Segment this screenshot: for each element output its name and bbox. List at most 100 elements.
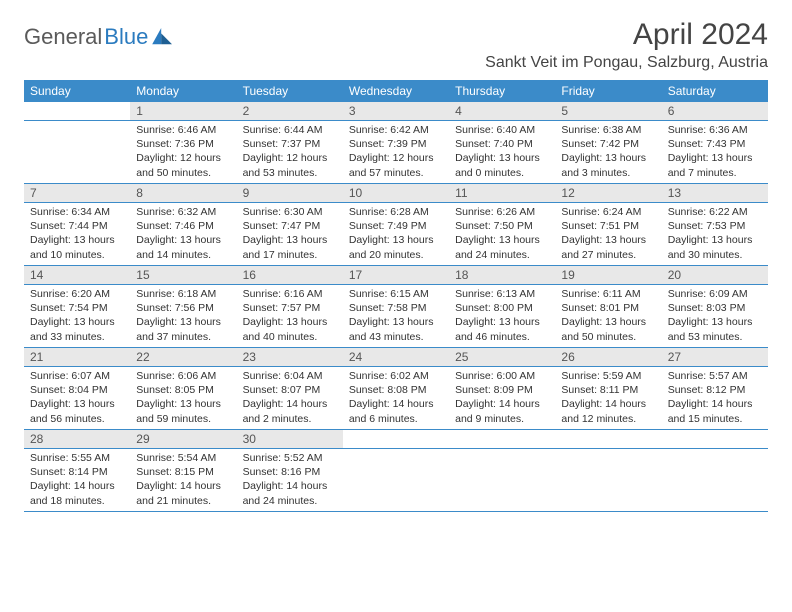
- daylight-text: and 15 minutes.: [668, 412, 762, 426]
- sunset-text: Sunset: 8:07 PM: [243, 383, 337, 397]
- daylight-text: and 20 minutes.: [349, 248, 443, 262]
- day-number: [449, 430, 555, 448]
- daylight-text: Daylight: 14 hours: [561, 397, 655, 411]
- sunrise-text: Sunrise: 6:30 AM: [243, 205, 337, 219]
- sunrise-text: Sunrise: 6:06 AM: [136, 369, 230, 383]
- day-cell: Sunrise: 5:55 AMSunset: 8:14 PMDaylight:…: [24, 449, 130, 511]
- daynum-row: 282930: [24, 430, 768, 449]
- sunrise-text: Sunrise: 6:40 AM: [455, 123, 549, 137]
- sunset-text: Sunset: 7:56 PM: [136, 301, 230, 315]
- day-number: 12: [555, 184, 661, 202]
- sunset-text: Sunset: 8:00 PM: [455, 301, 549, 315]
- day-cell: Sunrise: 6:46 AMSunset: 7:36 PMDaylight:…: [130, 121, 236, 183]
- sunset-text: Sunset: 8:12 PM: [668, 383, 762, 397]
- calendar-page: General Blue April 2024 Sankt Veit im Po…: [0, 0, 792, 522]
- sunrise-text: Sunrise: 6:46 AM: [136, 123, 230, 137]
- day-cell: Sunrise: 6:32 AMSunset: 7:46 PMDaylight:…: [130, 203, 236, 265]
- day-number: 2: [237, 102, 343, 120]
- logo: General Blue: [24, 24, 174, 50]
- weekday-header-row: Sunday Monday Tuesday Wednesday Thursday…: [24, 80, 768, 102]
- daylight-text: Daylight: 13 hours: [668, 233, 762, 247]
- daynum-row: 21222324252627: [24, 348, 768, 367]
- week-separator: [24, 512, 768, 513]
- sunset-text: Sunset: 7:36 PM: [136, 137, 230, 151]
- day-number: 10: [343, 184, 449, 202]
- daylight-text: and 18 minutes.: [30, 494, 124, 508]
- day-cell: Sunrise: 6:26 AMSunset: 7:50 PMDaylight:…: [449, 203, 555, 265]
- day-cell: Sunrise: 6:24 AMSunset: 7:51 PMDaylight:…: [555, 203, 661, 265]
- day-cell: Sunrise: 5:52 AMSunset: 8:16 PMDaylight:…: [237, 449, 343, 511]
- sunrise-text: Sunrise: 5:57 AM: [668, 369, 762, 383]
- daylight-text: Daylight: 14 hours: [668, 397, 762, 411]
- day-cell: Sunrise: 6:07 AMSunset: 8:04 PMDaylight:…: [24, 367, 130, 429]
- sunrise-text: Sunrise: 5:59 AM: [561, 369, 655, 383]
- daylight-text: and 30 minutes.: [668, 248, 762, 262]
- weekday-header: Saturday: [662, 80, 768, 102]
- day-number: 7: [24, 184, 130, 202]
- sunrise-text: Sunrise: 6:34 AM: [30, 205, 124, 219]
- day-cell: Sunrise: 6:28 AMSunset: 7:49 PMDaylight:…: [343, 203, 449, 265]
- daynum-row: 78910111213: [24, 184, 768, 203]
- day-number: 3: [343, 102, 449, 120]
- day-cell: Sunrise: 6:38 AMSunset: 7:42 PMDaylight:…: [555, 121, 661, 183]
- sunset-text: Sunset: 7:47 PM: [243, 219, 337, 233]
- daynum-row: 123456: [24, 102, 768, 121]
- day-cell: Sunrise: 6:30 AMSunset: 7:47 PMDaylight:…: [237, 203, 343, 265]
- daylight-text: Daylight: 13 hours: [243, 315, 337, 329]
- day-cell: [449, 449, 555, 511]
- daylight-text: Daylight: 13 hours: [455, 233, 549, 247]
- day-cell: [343, 449, 449, 511]
- sunrise-text: Sunrise: 6:09 AM: [668, 287, 762, 301]
- day-cell: Sunrise: 6:40 AMSunset: 7:40 PMDaylight:…: [449, 121, 555, 183]
- day-number: 15: [130, 266, 236, 284]
- daylight-text: and 0 minutes.: [455, 166, 549, 180]
- logo-text-general: General: [24, 24, 102, 50]
- daynum-row: 14151617181920: [24, 266, 768, 285]
- daylight-text: Daylight: 12 hours: [349, 151, 443, 165]
- sunrise-text: Sunrise: 6:28 AM: [349, 205, 443, 219]
- sunrise-text: Sunrise: 6:38 AM: [561, 123, 655, 137]
- sunset-text: Sunset: 8:14 PM: [30, 465, 124, 479]
- sunset-text: Sunset: 7:46 PM: [136, 219, 230, 233]
- day-number: 13: [662, 184, 768, 202]
- sunset-text: Sunset: 7:51 PM: [561, 219, 655, 233]
- daylight-text: Daylight: 13 hours: [668, 151, 762, 165]
- day-cell: Sunrise: 6:02 AMSunset: 8:08 PMDaylight:…: [343, 367, 449, 429]
- daylight-text: and 7 minutes.: [668, 166, 762, 180]
- day-cell: Sunrise: 6:22 AMSunset: 7:53 PMDaylight:…: [662, 203, 768, 265]
- sunrise-text: Sunrise: 6:13 AM: [455, 287, 549, 301]
- daylight-text: Daylight: 13 hours: [561, 233, 655, 247]
- day-cell: Sunrise: 6:34 AMSunset: 7:44 PMDaylight:…: [24, 203, 130, 265]
- header: General Blue April 2024 Sankt Veit im Po…: [24, 18, 768, 72]
- weekday-header: Thursday: [449, 80, 555, 102]
- day-number: 14: [24, 266, 130, 284]
- day-cell: Sunrise: 6:04 AMSunset: 8:07 PMDaylight:…: [237, 367, 343, 429]
- daylight-text: Daylight: 13 hours: [455, 151, 549, 165]
- day-cell: Sunrise: 6:16 AMSunset: 7:57 PMDaylight:…: [237, 285, 343, 347]
- sunrise-text: Sunrise: 6:44 AM: [243, 123, 337, 137]
- sunset-text: Sunset: 7:42 PM: [561, 137, 655, 151]
- day-number: 8: [130, 184, 236, 202]
- day-number: 17: [343, 266, 449, 284]
- daydata-row: Sunrise: 6:46 AMSunset: 7:36 PMDaylight:…: [24, 121, 768, 184]
- location-subtitle: Sankt Veit im Pongau, Salzburg, Austria: [485, 54, 768, 72]
- weekday-header: Sunday: [24, 80, 130, 102]
- daylight-text: and 12 minutes.: [561, 412, 655, 426]
- day-cell: Sunrise: 6:11 AMSunset: 8:01 PMDaylight:…: [555, 285, 661, 347]
- day-number: 9: [237, 184, 343, 202]
- daylight-text: Daylight: 14 hours: [136, 479, 230, 493]
- daylight-text: and 3 minutes.: [561, 166, 655, 180]
- daylight-text: and 53 minutes.: [668, 330, 762, 344]
- day-number: 21: [24, 348, 130, 366]
- sunset-text: Sunset: 7:44 PM: [30, 219, 124, 233]
- sunset-text: Sunset: 8:08 PM: [349, 383, 443, 397]
- day-cell: [662, 449, 768, 511]
- sunrise-text: Sunrise: 6:20 AM: [30, 287, 124, 301]
- daylight-text: Daylight: 13 hours: [136, 315, 230, 329]
- daylight-text: and 46 minutes.: [455, 330, 549, 344]
- sunset-text: Sunset: 7:49 PM: [349, 219, 443, 233]
- day-cell: Sunrise: 6:13 AMSunset: 8:00 PMDaylight:…: [449, 285, 555, 347]
- daylight-text: Daylight: 12 hours: [136, 151, 230, 165]
- sunrise-text: Sunrise: 6:18 AM: [136, 287, 230, 301]
- sunset-text: Sunset: 7:58 PM: [349, 301, 443, 315]
